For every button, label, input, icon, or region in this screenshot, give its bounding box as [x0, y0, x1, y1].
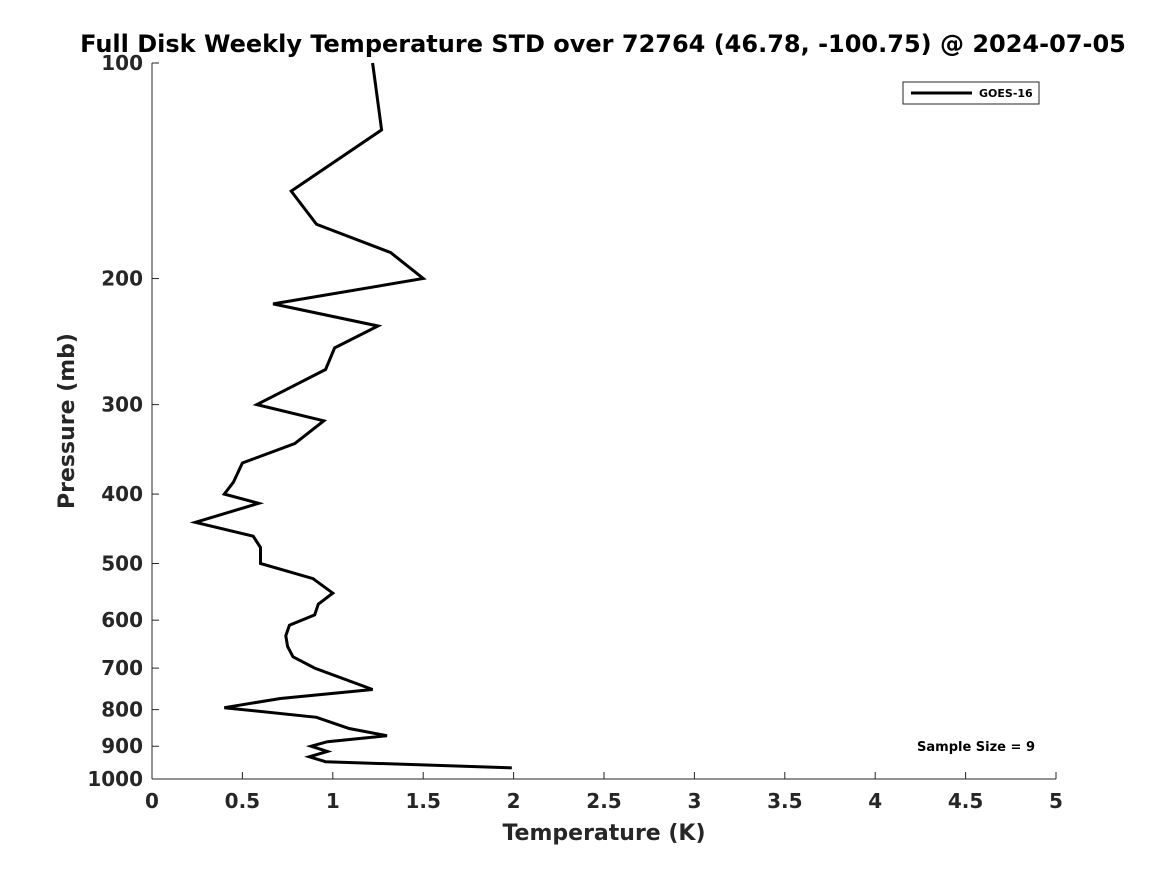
- x-tick-label: 2.5: [586, 789, 621, 813]
- sample-size-annotation: Sample Size = 9: [917, 740, 1035, 755]
- y-tick-label: 100: [101, 51, 143, 75]
- y-tick-label: 800: [101, 698, 143, 722]
- y-tick-label: 300: [101, 393, 143, 417]
- y-tick-label: 700: [101, 656, 143, 680]
- chart-title: Full Disk Weekly Temperature STD over 72…: [80, 30, 1126, 58]
- y-tick-label: 500: [101, 551, 143, 575]
- x-tick-label: 5: [1049, 789, 1063, 813]
- y-ticks: 100 200 300 400 500 600 700 800 900 1000: [87, 51, 159, 791]
- series-layer: [189, 62, 512, 770]
- x-tick-label: 0.5: [225, 789, 260, 813]
- x-tick-label: 4: [868, 789, 882, 813]
- y-tick-label: 600: [101, 608, 143, 632]
- x-tick-label: 3.5: [767, 789, 802, 813]
- legend: GOES-16: [902, 81, 1040, 105]
- series-line-goes-16: [189, 62, 512, 770]
- x-tick-label: 1: [326, 789, 340, 813]
- y-tick-label: 1000: [87, 767, 143, 791]
- x-tick-label: 3: [687, 789, 701, 813]
- x-tick-label: 0: [145, 789, 159, 813]
- legend-entry-goes-16: GOES-16: [979, 87, 1033, 100]
- x-ticks: 0 0.5 1 1.5 2 2.5 3 3.5 4 4.5 5: [145, 772, 1063, 813]
- x-tick-label: 4.5: [948, 789, 983, 813]
- y-tick-label: 900: [101, 734, 143, 758]
- y-axis-label: Pressure (mb): [55, 333, 80, 509]
- x-tick-label: 1.5: [405, 789, 440, 813]
- x-axis-label: Temperature (K): [502, 821, 705, 846]
- y-tick-label: 400: [101, 482, 143, 506]
- x-tick-label: 2: [507, 789, 521, 813]
- y-tick-label: 200: [101, 267, 143, 291]
